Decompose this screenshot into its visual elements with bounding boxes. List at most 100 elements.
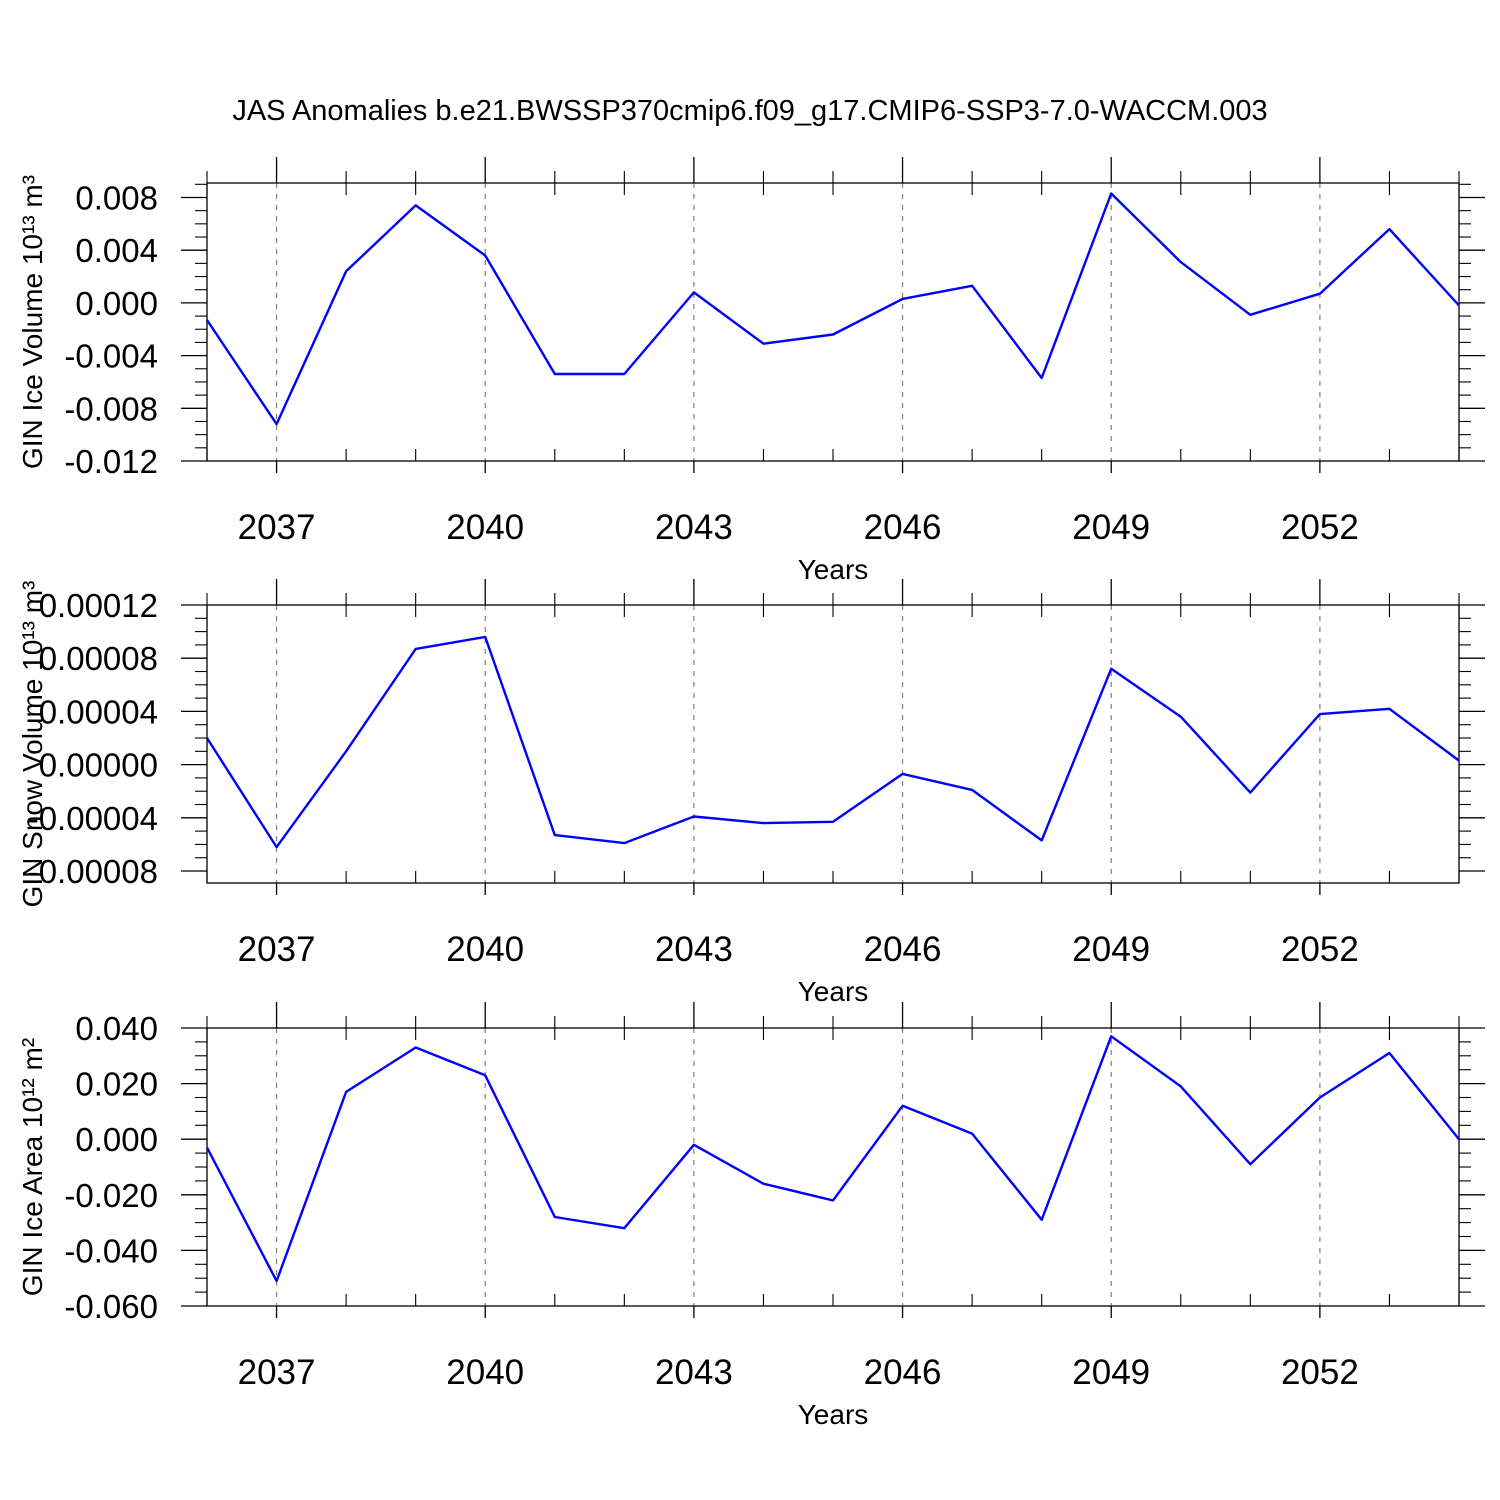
data-point-2046 xyxy=(901,297,905,301)
data-point-2047 xyxy=(970,1132,974,1136)
data-point-2037 xyxy=(275,1279,279,1283)
data-point-2037 xyxy=(275,845,279,849)
data-point-2045 xyxy=(831,1198,835,1202)
data-point-2039 xyxy=(414,1045,418,1049)
y-tick-label-2: -0.00004 xyxy=(28,800,158,837)
y-tick-label-3: -0.004 xyxy=(64,338,158,375)
data-point-2054 xyxy=(1457,304,1461,308)
y-tick-label-2: -0.040 xyxy=(64,1232,158,1269)
data-point-2048 xyxy=(1040,838,1044,842)
series-line xyxy=(205,635,1460,849)
data-point-2038 xyxy=(344,749,348,753)
data-point-2054 xyxy=(1457,1137,1461,1141)
x-tick-label-4: 2046 xyxy=(864,1353,942,1392)
y-tick-label-6: 0.00012 xyxy=(39,587,158,624)
data-point-2048 xyxy=(1040,376,1044,380)
x-tick-label-1: 2037 xyxy=(238,508,316,547)
chart-panel-1: -0.012 -0.008 -0.004 0.000 0.004 0.008 2037 204… xyxy=(17,157,1485,585)
x-tick-label-5: 2049 xyxy=(1072,508,1150,547)
data-point-2052 xyxy=(1318,292,1322,296)
plot-frame xyxy=(206,604,1460,884)
y-axis-label: GIN Ice Area 10¹² m² xyxy=(17,1038,48,1296)
x-axis-label: Years xyxy=(798,1399,869,1430)
data-point-2040 xyxy=(483,253,487,257)
data-point-2051 xyxy=(1248,313,1252,317)
data-point-2044 xyxy=(761,821,765,825)
data-point-2050 xyxy=(1179,260,1183,264)
data-point-2040 xyxy=(483,635,487,639)
data-point-2046 xyxy=(901,1104,905,1108)
x-tick-label-4: 2046 xyxy=(864,930,942,969)
data-point-2039 xyxy=(414,647,418,651)
x-tick-label-6: 2052 xyxy=(1281,930,1359,969)
data-point-2043 xyxy=(692,814,696,818)
y-tick-label-5: 0.020 xyxy=(75,1066,158,1103)
data-point-2039 xyxy=(414,203,418,207)
data-point-2045 xyxy=(831,333,835,337)
x-tick-label-6: 2052 xyxy=(1281,508,1359,547)
data-point-2043 xyxy=(692,1143,696,1147)
data-point-2037 xyxy=(275,422,279,426)
x-tick-label-1: 2037 xyxy=(238,930,316,969)
panels: -0.012 -0.008 -0.004 0.000 0.004 0.008 2037 204… xyxy=(17,157,1485,1430)
x-tick-label-4: 2046 xyxy=(864,508,942,547)
x-tick-label-3: 2043 xyxy=(655,508,733,547)
data-point-2044 xyxy=(761,1182,765,1186)
x-tick-label-6: 2052 xyxy=(1281,1353,1359,1392)
data-point-2042 xyxy=(622,372,626,376)
y-tick-label-4: 0.000 xyxy=(75,285,158,322)
x-tick-label-2: 2040 xyxy=(446,1353,524,1392)
chart-panel-2: -0.00008 -0.00004 0.00000 0.00004 0.00008 0.0… xyxy=(17,579,1485,1007)
data-point-2053 xyxy=(1387,707,1391,711)
y-tick-label-1: -0.060 xyxy=(64,1288,158,1325)
data-point-2042 xyxy=(622,841,626,845)
x-tick-label-5: 2049 xyxy=(1072,930,1150,969)
data-point-2041 xyxy=(553,1215,557,1219)
data-point-2041 xyxy=(553,372,557,376)
data-point-2046 xyxy=(901,772,905,776)
x-tick-label-5: 2049 xyxy=(1072,1353,1150,1392)
x-axis-label: Years xyxy=(798,976,869,1007)
x-tick-label-3: 2043 xyxy=(655,930,733,969)
data-point-2049 xyxy=(1109,667,1113,671)
data-point-2047 xyxy=(970,284,974,288)
data-point-2043 xyxy=(692,290,696,294)
plot-frame xyxy=(206,1027,1460,1307)
data-point-2047 xyxy=(970,788,974,792)
x-tick-label-2: 2040 xyxy=(446,930,524,969)
x-axis-label: Years xyxy=(798,554,869,585)
y-axis-label: GIN Snow Volume 10¹³ m³ xyxy=(17,581,48,908)
y-tick-label-2: -0.008 xyxy=(64,390,158,427)
chart-panel-3: -0.060 -0.040 -0.020 0.000 0.020 0.040 2037 204… xyxy=(17,1002,1485,1430)
data-point-2050 xyxy=(1179,715,1183,719)
y-tick-label-3: -0.020 xyxy=(64,1177,158,1214)
y-axis-label: GIN Ice Volume 10¹³ m³ xyxy=(17,175,48,469)
y-tick-label-5: 0.004 xyxy=(75,232,158,269)
figure-title: JAS Anomalies b.e21.BWSSP370cmip6.f09_g1… xyxy=(232,95,1267,127)
data-point-2051 xyxy=(1248,1162,1252,1166)
data-point-2048 xyxy=(1040,1218,1044,1222)
series-line xyxy=(205,1035,1460,1283)
data-point-2050 xyxy=(1179,1084,1183,1088)
y-tick-label-6: 0.008 xyxy=(75,179,158,216)
y-tick-label-1: -0.00008 xyxy=(28,853,158,890)
data-point-2038 xyxy=(344,269,348,273)
y-tick-label-3: 0.00000 xyxy=(39,747,158,784)
data-point-2054 xyxy=(1457,759,1461,763)
data-point-2049 xyxy=(1109,192,1113,196)
y-tick-label-1: -0.012 xyxy=(64,443,158,480)
y-tick-label-4: 0.00004 xyxy=(39,693,158,730)
series-line xyxy=(206,192,1460,426)
data-point-2036 xyxy=(205,1146,209,1150)
data-point-2053 xyxy=(1387,227,1391,231)
data-point-2044 xyxy=(761,342,765,346)
y-tick-label-4: 0.000 xyxy=(75,1121,158,1158)
data-point-2040 xyxy=(483,1073,487,1077)
data-point-2036 xyxy=(205,736,209,740)
y-tick-label-5: 0.00008 xyxy=(39,640,158,677)
data-point-2053 xyxy=(1387,1051,1391,1055)
x-tick-label-1: 2037 xyxy=(238,1353,316,1392)
data-point-2051 xyxy=(1248,791,1252,795)
x-tick-label-2: 2040 xyxy=(446,508,524,547)
